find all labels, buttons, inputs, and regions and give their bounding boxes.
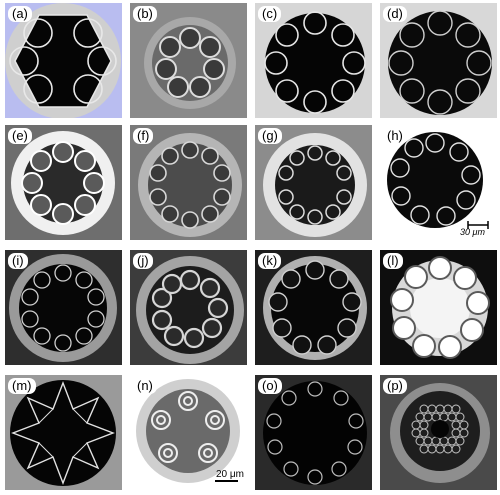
panel-label: (h) bbox=[383, 128, 407, 144]
panel-label: (k) bbox=[258, 253, 282, 269]
panel-label: (l) bbox=[383, 253, 403, 269]
panel-h-image bbox=[380, 125, 497, 240]
panel-o: (o) bbox=[255, 375, 372, 490]
panel-label: (a) bbox=[8, 6, 32, 22]
panel-f-image bbox=[130, 125, 247, 240]
panel-label: (g) bbox=[258, 128, 282, 144]
panel-g: (g) bbox=[255, 125, 372, 240]
panel-c-image bbox=[255, 3, 372, 118]
panel-k-image bbox=[255, 250, 372, 365]
panel-label: (n) bbox=[133, 378, 157, 394]
panel-p-image bbox=[380, 375, 497, 490]
panel-d-image bbox=[380, 3, 497, 118]
panel-d: (d) bbox=[380, 3, 497, 118]
panel-l-image bbox=[380, 250, 497, 365]
panel-j: (j) bbox=[130, 250, 247, 365]
panel-b-image bbox=[130, 3, 247, 118]
panel-k: (k) bbox=[255, 250, 372, 365]
panel-f: (f) bbox=[130, 125, 247, 240]
panel-n: (n) 20 μm bbox=[130, 375, 247, 490]
panel-label: (m) bbox=[8, 378, 36, 394]
panel-o-image bbox=[255, 375, 372, 490]
panel-m-image bbox=[5, 375, 122, 490]
panel-e: (e) bbox=[5, 125, 122, 240]
panel-label: (f) bbox=[133, 128, 154, 144]
panel-label: (d) bbox=[383, 6, 407, 22]
panel-a-image bbox=[5, 3, 122, 118]
panel-label: (e) bbox=[8, 128, 32, 144]
panel-m: (m) bbox=[5, 375, 122, 490]
panel-p: (p) bbox=[380, 375, 497, 490]
panel-label: (b) bbox=[133, 6, 157, 22]
panel-h: (h) 30 μm bbox=[380, 125, 497, 240]
panel-label: (j) bbox=[133, 253, 153, 269]
panel-e-image bbox=[5, 125, 122, 240]
panel-c: (c) bbox=[255, 3, 372, 118]
panel-a: (a) bbox=[5, 3, 122, 118]
panel-i: (i) bbox=[5, 250, 122, 365]
panel-l: (l) bbox=[380, 250, 497, 365]
panel-j-image bbox=[130, 250, 247, 365]
panel-n-image bbox=[130, 375, 247, 490]
panel-label: (c) bbox=[258, 6, 282, 22]
scale-bar-label: 30 μm bbox=[460, 227, 485, 237]
panel-label: (o) bbox=[258, 378, 282, 394]
panel-b: (b) bbox=[130, 3, 247, 118]
scale-bar-label: 20 μm bbox=[216, 469, 244, 480]
panel-g-image bbox=[255, 125, 372, 240]
panel-label: (i) bbox=[8, 253, 28, 269]
panel-i-image bbox=[5, 250, 122, 365]
panel-label: (p) bbox=[383, 378, 407, 394]
